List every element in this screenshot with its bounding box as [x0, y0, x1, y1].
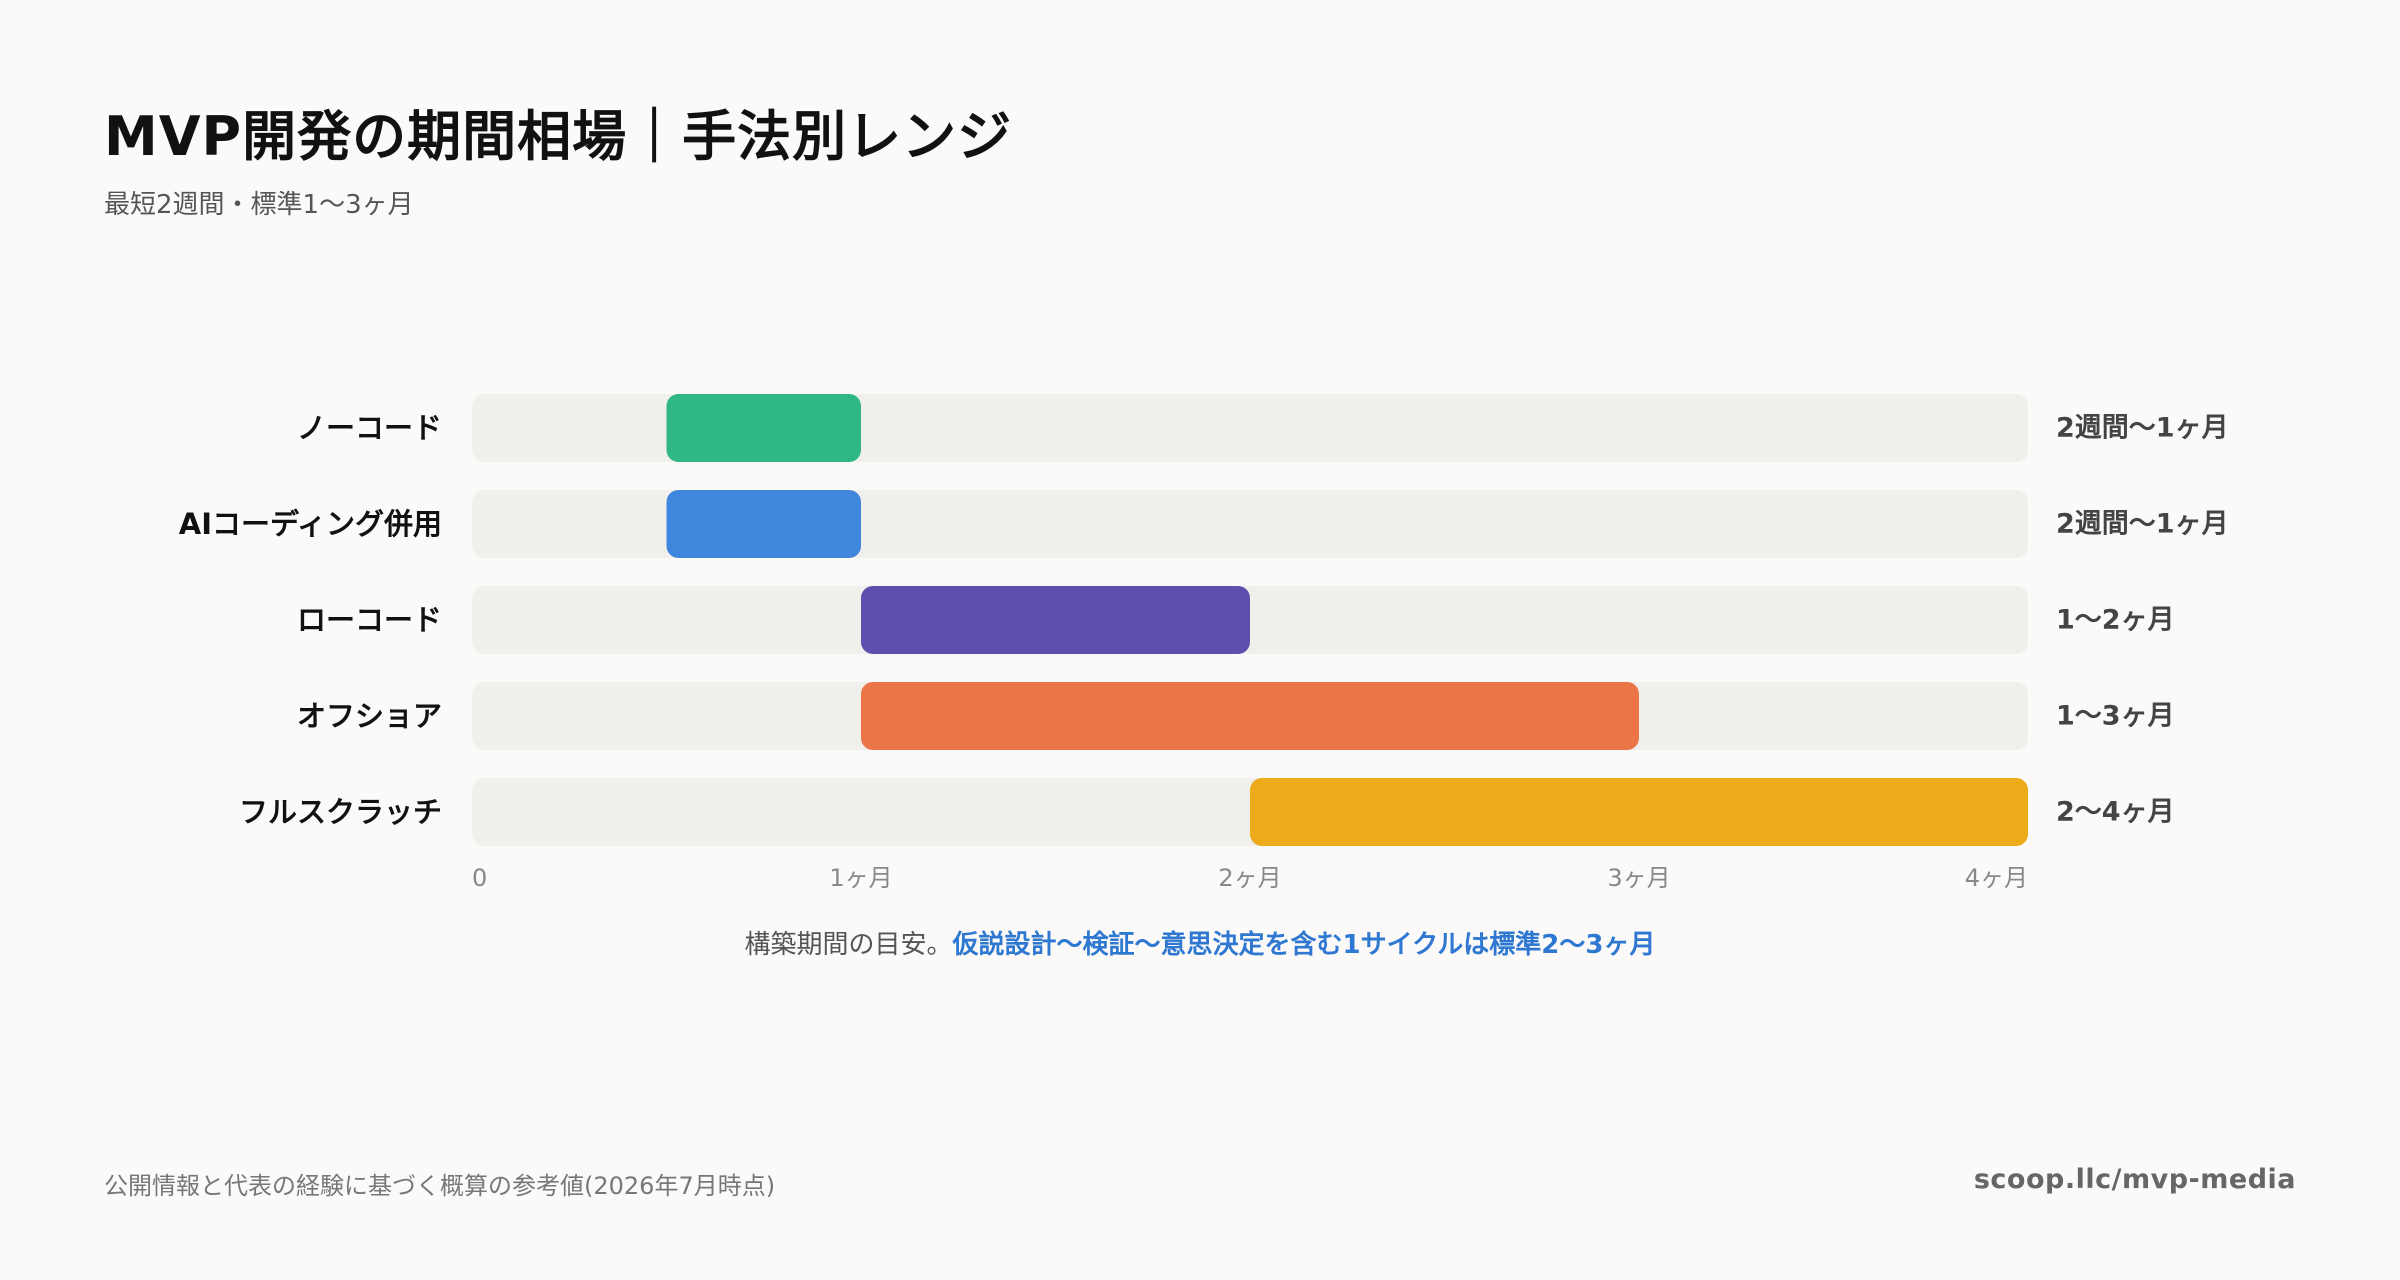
source-note: 公開情報と代表の経験に基づく概算の参考値(2026年7月時点): [104, 1172, 776, 1200]
category-label: AIコーディング併用: [179, 507, 442, 541]
category-label: ローコード: [297, 603, 442, 637]
page-title: MVP開発の期間相場｜手法別レンジ: [104, 105, 1013, 168]
range-bar: [666, 490, 861, 558]
category-label: フルスクラッチ: [239, 795, 442, 829]
site-url[interactable]: scoop.llc/mvp-media: [1973, 1164, 2296, 1195]
category-label: オフショア: [297, 699, 442, 733]
range-value-label: 2週間〜1ヶ月: [2056, 413, 2229, 444]
note-highlight: 仮説設計〜検証〜意思決定を含む1サイクルは標準2〜3ヶ月: [952, 930, 1656, 960]
x-tick-label: 2ヶ月: [1218, 864, 1281, 892]
note-prefix: 構築期間の目安。: [744, 930, 953, 960]
category-label: ノーコード: [297, 411, 442, 445]
chart-note: 構築期間の目安。仮説設計〜検証〜意思決定を含む1サイクルは標準2〜3ヶ月: [0, 924, 2400, 961]
range-bar: [666, 394, 861, 462]
x-tick-label: 0: [472, 864, 487, 892]
range-value-label: 2〜4ヶ月: [2056, 797, 2175, 828]
range-bar: [861, 586, 1250, 654]
range-bar: [861, 682, 1639, 750]
range-value-label: 1〜2ヶ月: [2056, 605, 2175, 636]
x-tick-label: 1ヶ月: [829, 864, 892, 892]
page-subtitle: 最短2週間・標準1〜3ヶ月: [104, 190, 414, 220]
range-bar: [1250, 778, 2028, 846]
range-value-label: 1〜3ヶ月: [2056, 701, 2175, 732]
x-tick-label: 4ヶ月: [1965, 864, 2028, 892]
range-value-label: 2週間〜1ヶ月: [2056, 509, 2229, 540]
x-tick-label: 3ヶ月: [1607, 864, 1670, 892]
